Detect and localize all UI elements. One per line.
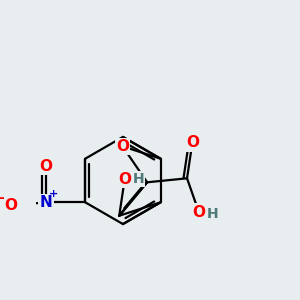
Text: H: H <box>133 172 145 186</box>
Text: O: O <box>4 198 17 213</box>
Text: O: O <box>192 205 205 220</box>
Text: O: O <box>116 139 129 154</box>
Text: -: - <box>0 191 4 205</box>
Text: O: O <box>118 172 131 187</box>
Text: N: N <box>40 195 52 210</box>
Text: +: + <box>49 189 58 200</box>
Text: H: H <box>207 207 219 221</box>
Text: O: O <box>40 159 52 174</box>
Text: O: O <box>186 136 199 151</box>
